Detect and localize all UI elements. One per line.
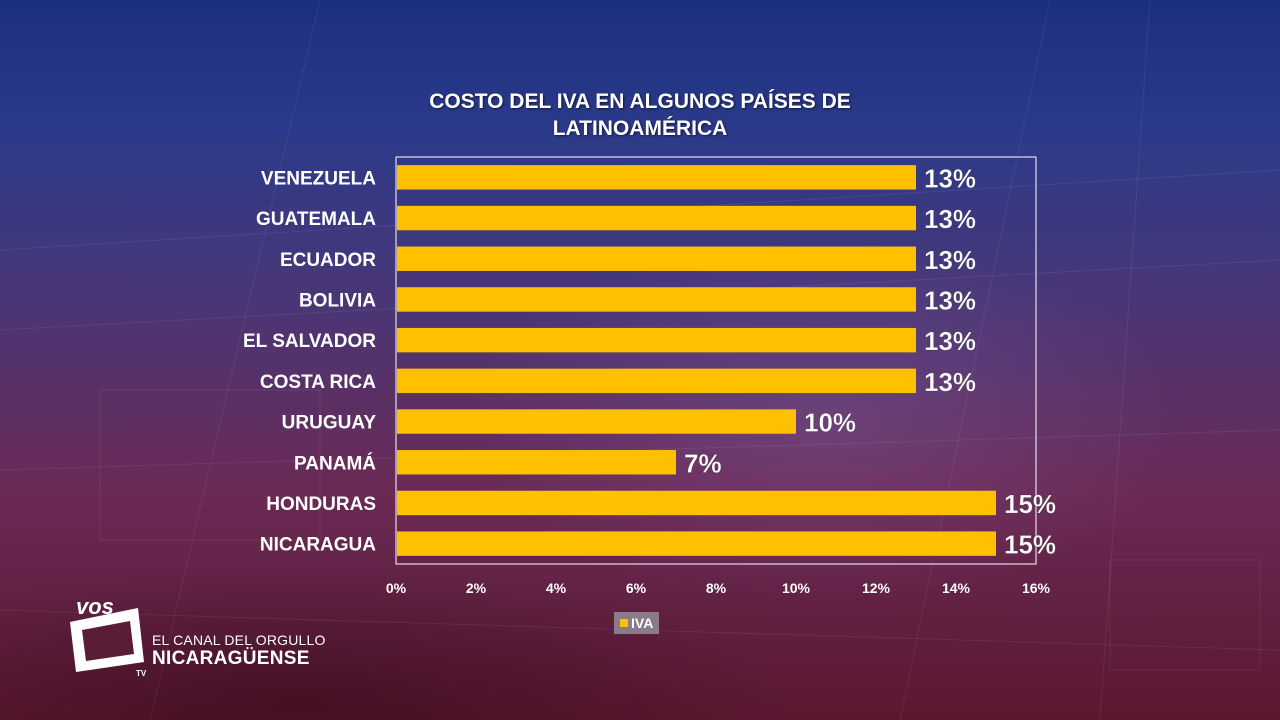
data-label-2: 13% [924,245,976,275]
category-label-0: VENEZUELA [261,168,376,189]
chart-title-line-2: LATINOAMÉRICA [552,117,728,140]
data-label-4: 13% [924,326,976,356]
category-label-2: ECUADOR [280,250,376,271]
bar-1 [397,205,916,231]
category-label-3: BOLIVIA [299,290,376,311]
bar-5 [397,368,916,394]
category-label-8: HONDURAS [266,494,376,515]
logo-sub: TV [136,669,147,678]
chart-title: COSTO DEL IVA EN ALGUNOS PAÍSES DE LATIN… [340,88,940,142]
logo-wordmark: vos [76,594,114,619]
category-label-4: EL SALVADOR [243,331,376,352]
bar-2 [397,246,916,271]
plot-area-border [395,156,1037,565]
data-label-8: 15% [1004,489,1056,519]
legend-swatch [620,619,628,627]
bar-8 [397,490,996,516]
data-label-7: 7% [684,448,722,478]
chart-legend: IVA [614,612,660,634]
data-label-5: 13% [924,367,976,397]
category-label-9: NICARAGUA [260,535,376,556]
bar-0 [397,165,916,190]
x-tick-label-6: 12% [862,580,891,596]
data-label-0: 13% [924,163,976,193]
data-label-1: 13% [924,204,976,234]
bar-9 [397,531,996,556]
category-label-1: GUATEMALA [256,209,376,230]
x-tick-label-1: 2% [466,580,487,596]
data-label-3: 13% [924,285,976,315]
bar-3 [397,287,916,312]
x-tick-label-8: 16% [1022,580,1051,596]
x-tick-label-7: 14% [942,580,971,596]
data-label-9: 15% [1004,530,1056,560]
bar-4 [397,327,916,353]
x-tick-label-2: 4% [546,580,567,596]
legend-label: IVA [631,615,654,631]
chart-title-line-1: COSTO DEL IVA EN ALGUNOS PAÍSES DE [429,90,851,113]
vos-tv-logo: vos TV [70,594,147,678]
category-label-5: COSTA RICA [260,372,376,393]
x-tick-label-4: 8% [706,580,727,596]
channel-name: NICARAGÜENSE [152,648,310,669]
category-label-6: URUGUAY [282,413,377,434]
category-label-7: PANAMÁ [294,452,376,474]
bar-7 [397,450,676,475]
x-tick-label-3: 6% [626,580,647,596]
bar-6 [397,409,796,434]
x-tick-label-0: 0% [386,580,407,596]
data-label-6: 10% [804,408,856,438]
x-tick-label-5: 10% [782,580,811,596]
channel-tagline: EL CANAL DEL ORGULLO [152,632,326,648]
